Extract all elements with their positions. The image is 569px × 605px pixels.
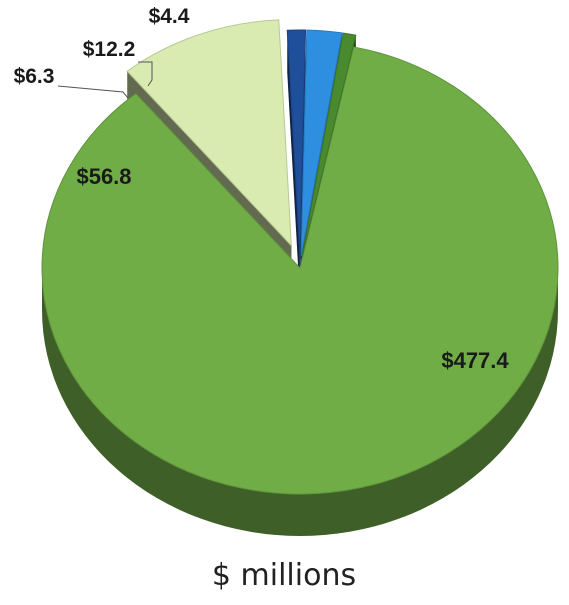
pie-slice-side-1 xyxy=(42,268,558,536)
pie-tops xyxy=(41,19,559,495)
data-label-2: $56.8 xyxy=(76,164,131,189)
leader-lines xyxy=(57,61,153,99)
data-label-5: $4.4 xyxy=(149,5,190,28)
data-labels: $477.4 $56.8 $6.3 $12.2 $4.4 xyxy=(14,5,510,373)
pie-slice-1 xyxy=(41,46,559,495)
pie-slice-3 xyxy=(286,29,307,257)
pie-slice-2 xyxy=(126,19,292,247)
data-label-1: $477.4 xyxy=(441,348,509,373)
data-label-4: $12.2 xyxy=(83,38,136,61)
pie-slice-edge-3-1 xyxy=(287,30,300,299)
pie-slice-5 xyxy=(301,32,357,257)
chart-caption: $ millions xyxy=(212,558,356,593)
pie-slice-4 xyxy=(300,29,343,257)
leader-line-4 xyxy=(138,61,153,87)
data-label-3: $6.3 xyxy=(14,65,55,88)
leader-line-3 xyxy=(57,85,129,99)
